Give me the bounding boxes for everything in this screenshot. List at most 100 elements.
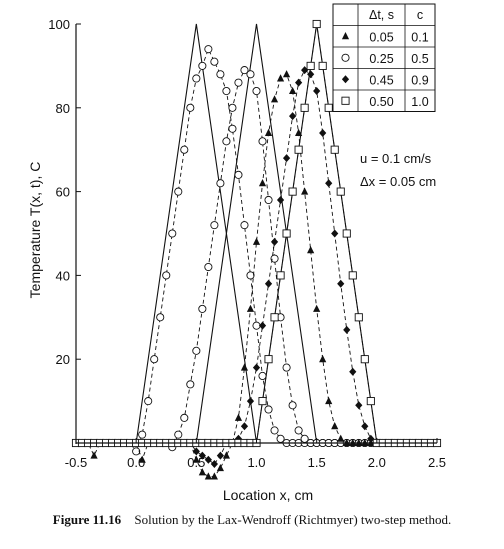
data-point-filled-triangle [301, 187, 309, 195]
data-point-filled-triangle [325, 396, 333, 405]
x-tick-label: 1.5 [308, 455, 326, 470]
data-point-filled-diamond [276, 195, 285, 204]
data-point-open-circle [270, 254, 279, 263]
data-point-filled-diamond [264, 279, 273, 288]
series-filled-diamond [72, 66, 441, 468]
data-point-open-circle [216, 179, 225, 188]
legend-dt-value: 0.05 [369, 30, 393, 44]
data-point-open-square [341, 96, 350, 105]
y-tick-label: 20 [56, 352, 70, 367]
data-point-filled-triangle [252, 237, 261, 245]
figure-caption-text: Solution by the Lax-Wendroff (Richtmyer)… [134, 512, 452, 527]
data-point-filled-triangle [282, 70, 291, 78]
data-point-filled-triangle [138, 455, 146, 463]
data-point-open-circle [174, 430, 183, 439]
data-point-open-circle [210, 221, 219, 230]
data-point-open-circle [234, 78, 243, 87]
data-point-filled-triangle [192, 455, 200, 463]
data-point-open-circle [246, 271, 255, 280]
x-tick-label: 1.0 [247, 455, 265, 470]
data-point-filled-diamond [337, 279, 345, 288]
figure-number: Figure 11.16 [52, 512, 122, 527]
data-point-filled-triangle [90, 451, 98, 459]
y-tick-label: 100 [48, 17, 70, 32]
data-point-filled-diamond [355, 401, 363, 410]
chart: -0.5 0.0 0.5 1.0 1.5 2.0 2.5 20 40 60 80 100 Δt, s c… [27, 3, 446, 503]
x-tick-label: -0.5 [65, 455, 87, 470]
data-point-filled-diamond [270, 237, 279, 246]
legend-dt-value: 0.50 [369, 95, 393, 109]
data-point-open-circle [186, 103, 195, 112]
data-point-open-circle [228, 124, 237, 133]
annotation-spacing: Δx = 0.05 cm [360, 174, 436, 189]
data-point-filled-triangle [234, 413, 243, 421]
data-point-open-circle [186, 380, 195, 389]
data-point-filled-diamond [289, 112, 297, 121]
annotation-velocity: u = 0.1 cm/s [360, 151, 432, 166]
data-point-open-square [288, 187, 297, 196]
legend-dt-value: 0.25 [369, 52, 393, 66]
data-point-filled-diamond [367, 434, 375, 443]
data-point-filled-triangle [307, 246, 315, 254]
data-point-open-circle [240, 66, 249, 75]
data-point-open-square [324, 103, 333, 112]
data-point-filled-diamond [319, 128, 327, 137]
data-point-open-circle [150, 355, 159, 364]
data-point-open-square [360, 355, 369, 364]
data-point-filled-diamond [349, 367, 357, 376]
data-point-filled-triangle [210, 472, 218, 480]
data-point-open-circle [204, 45, 213, 54]
data-point-filled-triangle [246, 304, 255, 312]
x-tick-label: 0.5 [187, 455, 205, 470]
y-axis-label: Temperature T(x, t), C [27, 162, 43, 299]
data-point-open-square [330, 145, 339, 154]
data-point-open-circle [270, 426, 279, 435]
x-tick-label: 2.0 [368, 455, 386, 470]
data-point-filled-triangle [258, 179, 267, 187]
data-point-open-square [294, 145, 303, 154]
data-point-filled-triangle [331, 422, 339, 430]
data-point-filled-diamond [325, 179, 333, 188]
data-point-open-circle [198, 61, 207, 70]
data-point-filled-triangle [337, 434, 345, 442]
data-point-filled-diamond [198, 451, 206, 460]
data-point-open-square [312, 19, 321, 29]
legend-c-value: 1.0 [411, 95, 428, 109]
y-tick-label: 60 [56, 185, 70, 200]
legend-box [332, 3, 436, 112]
data-point-open-circle [204, 262, 213, 272]
data-point-filled-triangle [222, 451, 231, 459]
data-point-open-circle [294, 426, 303, 435]
data-point-filled-triangle [276, 74, 285, 82]
legend-c-value: 0.9 [411, 73, 428, 87]
data-point-open-circle [288, 401, 297, 410]
data-point-open-circle [180, 145, 189, 154]
data-point-filled-diamond [192, 447, 200, 456]
data-point-filled-triangle [240, 363, 249, 371]
series-open-circle [71, 66, 442, 452]
data-point-filled-diamond [258, 321, 267, 330]
legend-c-value: 0.5 [411, 52, 428, 66]
data-point-filled-triangle [289, 86, 297, 95]
data-point-filled-triangle [270, 95, 279, 103]
series-line [76, 69, 437, 448]
data-point-open-square [258, 397, 267, 406]
data-point-open-circle [246, 70, 255, 79]
data-point-filled-triangle [198, 468, 206, 476]
data-point-filled-diamond [343, 325, 351, 334]
axes: -0.5 0.0 0.5 1.0 1.5 2.0 2.5 20 40 60 80 100 [48, 17, 446, 470]
series-line [76, 73, 437, 477]
data-point-filled-diamond [313, 87, 321, 96]
data-point-open-circle [168, 229, 177, 238]
data-point-open-square [342, 229, 351, 238]
legend: Δt, s c 0.05 0.1 0.25 0.5 0.45 0.9 0.50 1.0 [332, 3, 436, 112]
data-point-open-circle [156, 313, 165, 322]
data-point-open-square [336, 187, 345, 196]
data-point-filled-diamond [240, 422, 249, 431]
data-point-open-circle [222, 137, 231, 146]
data-point-open-circle [162, 271, 171, 280]
data-point-filled-triangle [319, 355, 327, 363]
x-tick-label: 2.5 [428, 455, 446, 470]
data-point-filled-diamond [252, 363, 261, 372]
data-point-open-circle [228, 103, 237, 112]
